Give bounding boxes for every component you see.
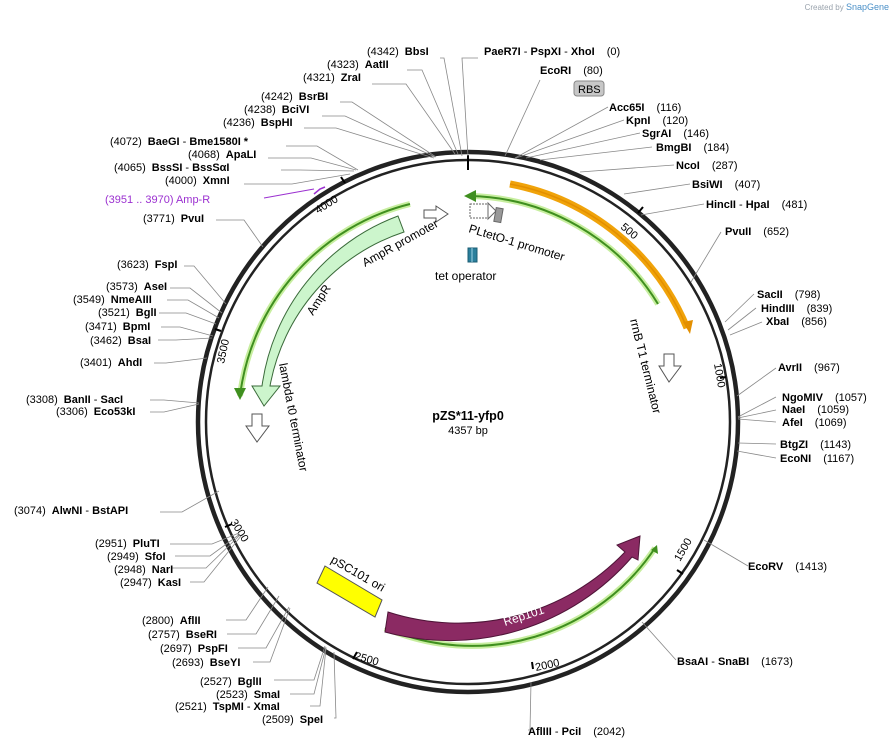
site-zrai: (4321) ZraI xyxy=(303,72,361,84)
primer-amp-r-mark xyxy=(313,186,326,195)
rbs-label: RBS xyxy=(578,84,601,96)
site-acc65i: Acc65I (116) xyxy=(609,102,681,114)
site-kasi: (2947) KasI xyxy=(120,577,181,589)
site-btgzi: BtgZI (1143) xyxy=(780,439,851,451)
psc101-ori-shape xyxy=(316,565,383,618)
site-sfoi: (2949) SfoI xyxy=(107,551,166,563)
tick-label-2000: 2000 xyxy=(534,657,560,674)
site-pvuii: PvuII (652) xyxy=(725,226,789,238)
snapgene-logo: SnapGene xyxy=(845,2,889,12)
site-bsiwi: BsiWI (407) xyxy=(692,179,760,191)
site-bsssi: (4065) BssSI - BssSαI xyxy=(114,162,230,174)
rep101-green-arrowhead xyxy=(651,545,658,554)
site-bsaai: BsaAI - SnaBI (1673) xyxy=(677,656,793,668)
site-bmgbi: BmgBI (184) xyxy=(656,142,729,154)
site-xmni: (4000) XmnI xyxy=(165,175,230,187)
lambda-terminator-label: lambda t0 terminator xyxy=(276,362,311,473)
site-paer7i: PaeR7I - PspXI - XhoI (0) xyxy=(484,46,620,58)
site-bpmi: (3471) BpmI xyxy=(85,321,150,333)
site-sgrai: SgrAI (146) xyxy=(642,128,709,140)
site-afliii: AflIII - PciI (2042) xyxy=(528,726,625,738)
site-bglii: (2527) BglII xyxy=(200,676,262,688)
tet-operator-label: tet operator xyxy=(435,269,496,283)
site-apali: (4068) ApaLI xyxy=(188,149,256,161)
site-nmeaiii: (3549) NmeAIII xyxy=(73,294,152,306)
tick-3000 xyxy=(224,523,233,528)
site-bseri: (2757) BseRI xyxy=(148,629,217,641)
primer-amp-r-line xyxy=(263,188,315,199)
site-hincii: HincII - HpaI (481) xyxy=(706,199,807,211)
tick-1500 xyxy=(676,569,684,575)
site-ecori: EcoRI (80) xyxy=(540,65,603,77)
site-asei: (3573) AseI xyxy=(106,281,167,293)
site-fspi: (3623) FspI xyxy=(117,259,177,271)
tick-4000 xyxy=(340,176,346,184)
site-naei: NaeI (1059) xyxy=(782,404,849,416)
rrnb-arrowhead xyxy=(683,320,693,334)
tick-500 xyxy=(637,206,644,214)
site-alwni: (3074) AlwNI - BstAPI xyxy=(14,505,128,517)
site-spei: (2509) SpeI xyxy=(262,714,323,726)
site-xbai: XbaI (856) xyxy=(766,316,827,328)
site-leaders xyxy=(150,57,777,731)
plasmid-length: 4357 bp xyxy=(448,425,488,437)
tick-3500 xyxy=(214,328,222,332)
tick-2500 xyxy=(352,651,358,660)
ampr-promoter-arrowhead xyxy=(234,388,246,400)
rep101-green-arc xyxy=(384,547,656,647)
site-aatii: (4323) AatII xyxy=(327,59,389,71)
rrnb-arrow-inner xyxy=(509,183,688,329)
rbs-feature xyxy=(493,207,504,224)
plasmid-name: pZS*11-yfp0 xyxy=(432,409,504,423)
site-pluti: (2951) PluTI xyxy=(95,538,160,550)
site-aflii: (2800) AflII xyxy=(142,615,201,627)
site-ncoi: NcoI (287) xyxy=(676,160,738,172)
tick-marks xyxy=(214,176,727,670)
primer-amp-r-label: (3951 .. 3970) Amp-R xyxy=(105,194,210,206)
rbs-label-box xyxy=(573,80,605,97)
tick-label-1000: 1000 xyxy=(711,362,727,388)
site-ecorv: EcoRV (1413) xyxy=(748,561,827,573)
tick-1000 xyxy=(719,376,727,379)
tick-label-3500: 3500 xyxy=(215,338,232,364)
site-bsrbi: (4242) BsrBI xyxy=(261,91,328,103)
site-labels: PaeR7I - PspXI - XhoI (0) (4342) BbsI (432… xyxy=(14,46,867,738)
lambda-terminator-shape xyxy=(245,413,270,443)
pltet-promoter-label: PLtetO-1 promoter xyxy=(467,221,566,263)
rrnb-terminator-shape xyxy=(658,353,682,383)
site-kpni: KpnI (120) xyxy=(626,115,688,127)
site-baegi: (4072) BaeGI - Bme1580I * xyxy=(110,136,249,148)
pltet-arrowhead xyxy=(464,190,476,202)
tick-2000 xyxy=(531,661,534,670)
site-bseyi: (2693) BseYI xyxy=(172,657,240,669)
site-tspmi: (2521) TspMI - XmaI xyxy=(175,701,280,713)
site-eco53ki: (3306) Eco53kI xyxy=(56,406,135,418)
site-pvui-3771: (3771) PvuI xyxy=(143,213,204,225)
credit: Created by SnapGene xyxy=(804,2,889,12)
ampr-promoter-arc xyxy=(239,203,411,397)
pltet-promoter-arc xyxy=(469,195,659,305)
site-bsphi: (4236) BspHI xyxy=(223,117,293,129)
pltet-box xyxy=(469,201,497,221)
site-banii: (3308) BanII - SacI xyxy=(26,394,123,406)
ampr-arrow xyxy=(251,215,405,407)
ampr-promoter-shape xyxy=(423,205,449,223)
site-bsai: (3462) BsaI xyxy=(90,335,151,347)
rep101-arrow xyxy=(384,535,641,642)
site-bgli: (3521) BglI xyxy=(98,307,157,319)
site-ahdi: (3401) AhdI xyxy=(80,357,142,369)
site-pspfi: (2697) PspFI xyxy=(160,643,228,655)
site-nari: (2948) NarI xyxy=(114,564,173,576)
site-sacii: SacII (798) xyxy=(757,289,820,301)
site-afei: AfeI (1069) xyxy=(782,417,847,429)
site-smai: (2523) SmaI xyxy=(216,689,280,701)
site-avrii: AvrII (967) xyxy=(778,362,840,374)
site-econi: EcoNI (1167) xyxy=(780,453,854,465)
site-hindiii: HindIII (839) xyxy=(761,303,832,315)
site-bbsi: (4342) BbsI xyxy=(367,46,429,58)
site-ngomiv: NgoMIV (1057) xyxy=(782,392,867,404)
site-bcivi: (4238) BciVI xyxy=(244,104,309,116)
